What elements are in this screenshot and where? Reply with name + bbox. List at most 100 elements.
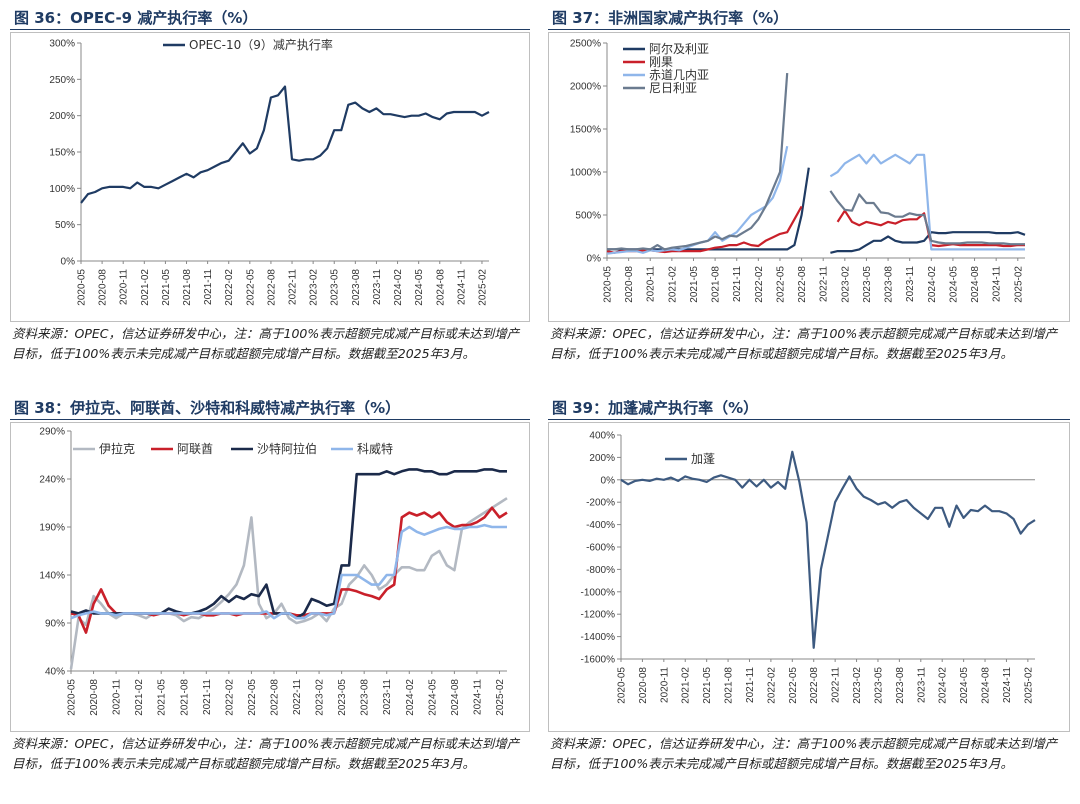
x-tick-label: 2020-08 xyxy=(89,679,100,716)
legend-label: 阿联酋 xyxy=(177,441,213,456)
x-tick-label: 2021-08 xyxy=(182,269,193,306)
x-tick-label: 2021-08 xyxy=(179,679,190,716)
series-line-0 xyxy=(80,85,490,204)
x-tick-label: 2024-02 xyxy=(938,667,949,704)
x-tick-label: 2022-08 xyxy=(809,667,820,704)
x-tick-label: 2023-11 xyxy=(372,269,383,305)
x-tick-label: 2020-08 xyxy=(624,266,635,303)
legend-label: 沙特阿拉伯 xyxy=(257,441,317,456)
x-tick-label: 2024-08 xyxy=(981,667,992,704)
y-tick-label: 1500% xyxy=(570,125,601,136)
source-note: 资料来源：OPEC，信达证券研发中心，注：高于100%表示超额完成减产目标或未达… xyxy=(550,326,1058,361)
x-tick-label: 2022-11 xyxy=(288,269,299,305)
chart-svg: -1600% -1400% -1200% -1000% -800% -600% -400% -… xyxy=(581,431,1036,704)
x-tick-label: 2021-05 xyxy=(702,667,713,704)
x-tick-label: 2024-11 xyxy=(472,679,483,715)
y-tick-label: -1400% xyxy=(581,632,616,643)
source-note: 资料来源：OPEC，信达证券研发中心，注：高于100%表示超额完成减产目标或未达… xyxy=(12,736,520,771)
x-tick-label: 2020-05 xyxy=(77,269,88,306)
x-tick-label: 2025-02 xyxy=(1023,667,1034,704)
series-line-0 xyxy=(607,167,1026,254)
x-tick-label: 2025-02 xyxy=(477,269,488,306)
y-tick-label: -1200% xyxy=(581,610,616,621)
x-tick-label: 2023-11 xyxy=(916,667,927,703)
y-tick-label: 90% xyxy=(45,619,65,630)
y-tick-label: 0% xyxy=(601,475,616,486)
x-tick-label: 2021-02 xyxy=(667,266,678,303)
x-tick-label: 2023-02 xyxy=(309,269,320,306)
x-tick-label: 2024-11 xyxy=(456,269,467,305)
series-line-2 xyxy=(70,468,507,620)
series-line-1 xyxy=(606,205,1025,254)
x-tick-label: 2021-08 xyxy=(724,667,735,704)
y-tick-label: 100% xyxy=(49,184,75,195)
x-tick-label: 2023-08 xyxy=(351,269,362,306)
x-tick-label: 2023-11 xyxy=(382,679,393,715)
chart-svg: 0% 50% 100% 150% 200% 250% 300% 2020-05 2020-08 2… xyxy=(49,37,490,306)
x-tick-label: 2020-08 xyxy=(98,269,109,306)
x-tick-label: 2020-11 xyxy=(119,269,130,305)
x-tick-label: 2023-05 xyxy=(337,679,348,716)
legend-label: 尼日利亚 xyxy=(649,81,697,95)
x-tick-label: 2023-02 xyxy=(852,667,863,704)
x-tick-label: 2022-02 xyxy=(754,266,765,303)
chart-panel-gabon: 图 39：加蓬减产执行率（%） -1600% -1400% -1200% -1000%… xyxy=(548,396,1070,800)
y-tick-label: 0% xyxy=(587,254,602,265)
chart-frame: 0% 50% 100% 150% 200% 250% 300% 2020-05 2020-08 2… xyxy=(10,32,530,322)
y-tick-label: 2000% xyxy=(570,82,601,93)
y-tick-label: 150% xyxy=(49,148,75,159)
y-tick-label: -1600% xyxy=(581,655,616,666)
x-tick-label: 2021-05 xyxy=(157,679,168,716)
chart-svg: 40% 90% 140% 190% 240% 290% 2020-05 2020-08 2020… xyxy=(39,427,508,716)
x-tick-label: 2023-08 xyxy=(884,266,895,303)
y-tick-label: -600% xyxy=(586,543,615,554)
y-tick-label: 300% xyxy=(49,39,75,50)
y-tick-label: 400% xyxy=(589,431,615,442)
legend-label: 伊拉克 xyxy=(99,441,135,456)
x-tick-label: 2023-08 xyxy=(360,679,371,716)
x-tick-label: 2022-02 xyxy=(224,269,235,306)
x-tick-label: 2023-05 xyxy=(873,667,884,704)
chart-panel-opec9: 图 36：OPEC-9 减产执行率（%） 0% 50% 100% 150% 200% 25… xyxy=(10,6,530,386)
x-tick-label: 2022-02 xyxy=(224,679,235,716)
chart-frame: -1600% -1400% -1200% -1000% -800% -600% -400% -… xyxy=(548,422,1070,732)
x-tick-label: 2021-05 xyxy=(689,266,700,303)
y-tick-label: 140% xyxy=(39,571,65,582)
source-note: 资料来源：OPEC，信达证券研发中心，注：高于100%表示超额完成减产目标或未达… xyxy=(550,736,1058,771)
series-line-2 xyxy=(606,145,1025,255)
x-tick-label: 2024-02 xyxy=(927,266,938,303)
y-tick-label: 290% xyxy=(39,427,65,438)
x-tick-label: 2024-08 xyxy=(450,679,461,716)
x-tick-label: 2024-11 xyxy=(1002,667,1013,703)
x-tick-label: 2023-11 xyxy=(905,266,916,302)
legend-label: 阿尔及利亚 xyxy=(649,41,709,56)
y-tick-label: 200% xyxy=(49,111,75,122)
x-tick-label: 2021-05 xyxy=(161,269,172,306)
y-tick-label: 0% xyxy=(61,257,76,268)
x-tick-label: 2024-11 xyxy=(992,266,1003,302)
x-tick-label: 2022-05 xyxy=(775,266,786,303)
y-tick-label: 500% xyxy=(575,211,601,222)
chart-frame: 0% 500% 1000% 1500% 2000% 2500% 2020-05 2020-08… xyxy=(548,32,1070,322)
x-tick-label: 2022-11 xyxy=(831,667,842,703)
chart-frame: 40% 90% 140% 190% 240% 290% 2020-05 2020-08 2020… xyxy=(10,422,530,732)
y-tick-label: 40% xyxy=(45,667,65,678)
chart-title: 图 37：非洲国家减产执行率（%） xyxy=(548,6,1070,30)
x-tick-label: 2020-11 xyxy=(646,266,657,302)
x-tick-label: 2021-11 xyxy=(202,679,213,715)
y-tick-label: 2500% xyxy=(570,39,601,50)
x-tick-label: 2021-02 xyxy=(140,269,151,306)
x-tick-label: 2024-05 xyxy=(959,667,970,704)
x-tick-label: 2020-05 xyxy=(603,266,614,303)
x-tick-label: 2020-11 xyxy=(112,679,123,715)
legend-label: OPEC-10（9）减产执行率 xyxy=(189,37,333,52)
x-tick-label: 2021-11 xyxy=(203,269,214,305)
x-tick-label: 2025-02 xyxy=(495,679,506,716)
x-tick-label: 2021-08 xyxy=(711,266,722,303)
x-tick-label: 2022-05 xyxy=(247,679,258,716)
x-tick-label: 2020-05 xyxy=(67,679,78,716)
y-tick-label: -800% xyxy=(586,565,615,576)
chart-title: 图 36：OPEC-9 减产执行率（%） xyxy=(10,6,530,30)
y-tick-label: 250% xyxy=(49,75,75,86)
x-tick-label: 2023-05 xyxy=(862,266,873,303)
